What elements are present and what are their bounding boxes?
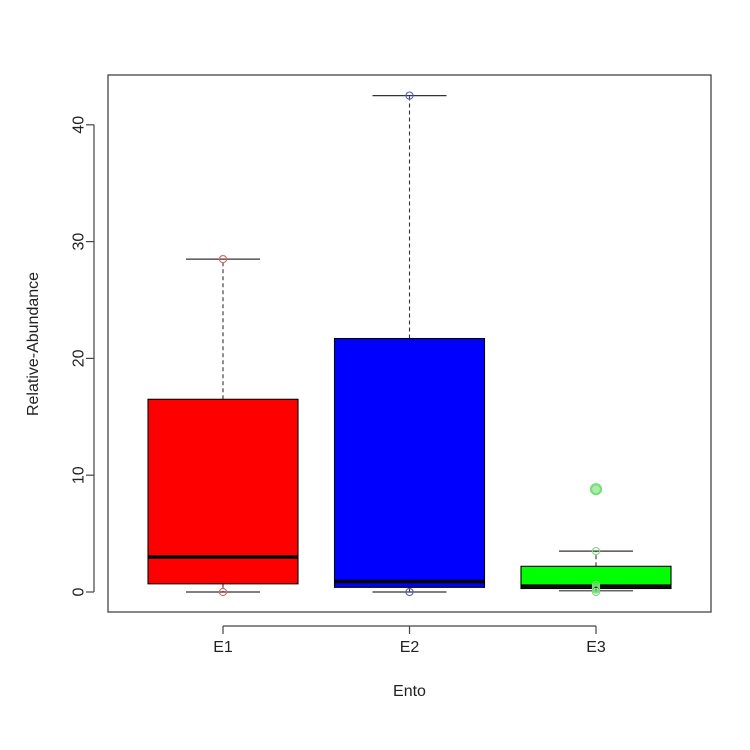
data-point — [591, 546, 601, 556]
y-axis: 0 10 20 30 40 — [71, 116, 95, 596]
plot-area — [147, 91, 672, 597]
y-tick-label: 20 — [71, 349, 88, 367]
plot-frame — [107, 74, 712, 613]
y-axis-title: Relative-Abundance — [25, 272, 42, 416]
y-tick-label: 0 — [71, 587, 88, 596]
data-point — [405, 91, 414, 100]
box-e2 — [333, 337, 486, 588]
x-tick-label: E3 — [586, 639, 606, 656]
data-point — [218, 587, 228, 597]
x-tick-label: E2 — [400, 639, 420, 656]
data-point — [591, 583, 601, 592]
box-group-e2 — [333, 91, 486, 597]
x-axis-title: Ento — [393, 683, 426, 700]
box-group-e3 — [520, 483, 672, 597]
x-tick-label: E1 — [213, 639, 233, 656]
y-tick-label: 40 — [71, 116, 88, 134]
box-e1 — [147, 398, 299, 585]
data-point — [591, 580, 601, 590]
y-tick-label: 30 — [71, 233, 88, 251]
y-tick-label: 10 — [71, 466, 88, 484]
outlier-point — [589, 483, 603, 496]
data-point — [218, 254, 228, 264]
x-axis: E1 E2 E3 — [213, 625, 606, 656]
box-group-e1 — [147, 254, 299, 597]
data-point — [405, 587, 414, 597]
